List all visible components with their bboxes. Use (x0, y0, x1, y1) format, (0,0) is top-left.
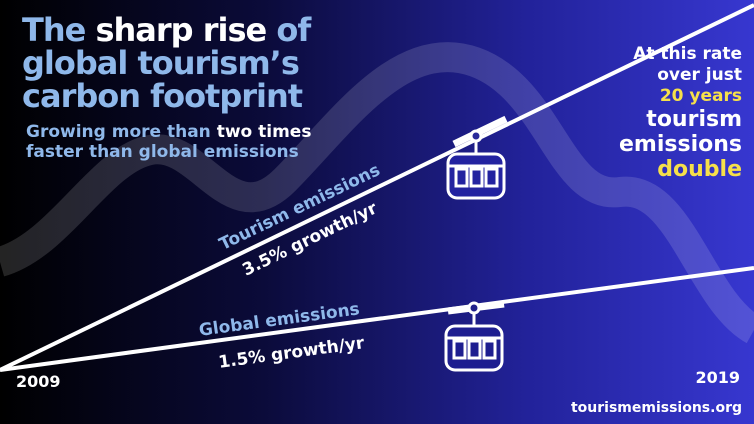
title-part: carbon footprint (22, 77, 303, 115)
title-part: of (276, 11, 311, 49)
tourism-line (0, 3, 754, 372)
title-part: The (22, 11, 86, 49)
global-line (0, 266, 754, 372)
gondola (446, 115, 508, 200)
gondola (444, 300, 505, 372)
subtitle-part: faster than global emissions (26, 142, 299, 162)
source: tourismemissions.org (570, 400, 742, 416)
callout-line: At this rate (633, 44, 742, 64)
mountain-band (0, 42, 754, 344)
subtitle-part: Growing more than (26, 122, 211, 142)
title: The sharp rise of global tourism’s carbo… (22, 11, 311, 115)
callout-line: double (657, 157, 742, 182)
callout: At this rate over just 20 years tourism … (619, 44, 742, 182)
callout-line: over just (657, 65, 742, 85)
title-part: sharp rise (95, 11, 267, 49)
global-label: Global emissions (198, 299, 361, 341)
end-year: 2019 (695, 368, 740, 387)
start-year: 2009 (16, 372, 61, 391)
subtitle-part: two times (216, 122, 312, 142)
callout-line: tourism (646, 107, 742, 132)
title-part: global tourism’s (22, 44, 300, 82)
callout-line: emissions (619, 132, 742, 157)
callout-line: 20 years (659, 86, 742, 106)
subtitle: Growing more than two times faster than … (26, 122, 311, 162)
